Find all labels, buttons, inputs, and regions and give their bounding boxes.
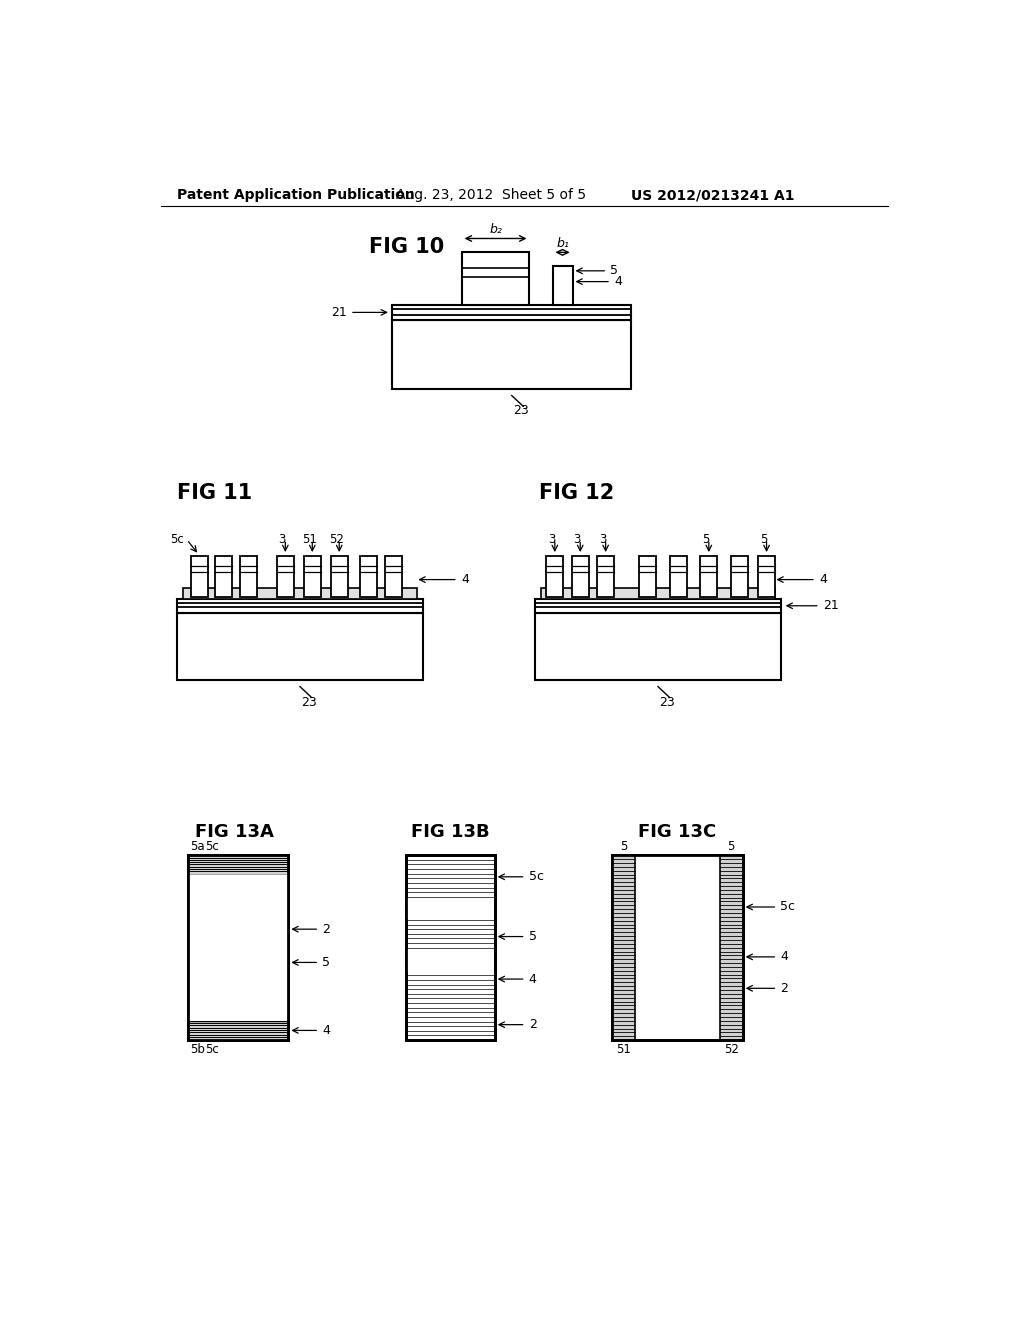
- Bar: [541, 589, 775, 599]
- Text: 5: 5: [760, 533, 767, 546]
- Text: 51: 51: [615, 1043, 631, 1056]
- Bar: [639, 557, 655, 597]
- Bar: [553, 267, 572, 305]
- Bar: [635, 855, 720, 1039]
- Bar: [215, 557, 232, 597]
- Bar: [407, 898, 494, 919]
- Text: 5: 5: [528, 931, 537, 942]
- Text: FIG 13B: FIG 13B: [411, 824, 489, 841]
- Text: FIG 13A: FIG 13A: [196, 824, 274, 841]
- Text: FIG 10: FIG 10: [370, 238, 444, 257]
- Bar: [188, 855, 289, 874]
- Bar: [731, 557, 749, 597]
- Bar: [571, 557, 589, 597]
- Text: 4: 4: [780, 950, 788, 964]
- Text: 23: 23: [513, 404, 528, 417]
- Bar: [700, 557, 717, 597]
- Bar: [392, 321, 631, 389]
- Text: FIG 13C: FIG 13C: [638, 824, 717, 841]
- Bar: [535, 599, 781, 612]
- Text: 5c: 5c: [780, 900, 796, 913]
- Text: 4: 4: [528, 973, 537, 986]
- Bar: [547, 557, 563, 597]
- Text: 2: 2: [323, 923, 330, 936]
- Text: 51: 51: [302, 533, 316, 546]
- Text: 5: 5: [727, 840, 735, 853]
- Text: 3: 3: [573, 533, 581, 546]
- Bar: [758, 557, 775, 597]
- Text: 3: 3: [548, 533, 555, 546]
- Text: b₁: b₁: [556, 236, 569, 249]
- Bar: [535, 612, 781, 681]
- Bar: [407, 855, 495, 1040]
- Text: 5c: 5c: [205, 840, 219, 853]
- Text: 2: 2: [528, 1018, 537, 1031]
- Bar: [304, 557, 321, 597]
- Text: 52: 52: [724, 1043, 738, 1056]
- Text: 21: 21: [331, 306, 347, 319]
- Text: Patent Application Publication: Patent Application Publication: [177, 189, 415, 202]
- Text: 5: 5: [610, 264, 618, 277]
- Bar: [720, 855, 742, 1040]
- Text: US 2012/0213241 A1: US 2012/0213241 A1: [631, 189, 795, 202]
- Bar: [611, 855, 635, 1040]
- Bar: [177, 599, 423, 612]
- Bar: [276, 557, 294, 597]
- Bar: [611, 855, 742, 1040]
- Text: 4: 4: [461, 573, 469, 586]
- Bar: [670, 557, 686, 597]
- Text: Aug. 23, 2012  Sheet 5 of 5: Aug. 23, 2012 Sheet 5 of 5: [396, 189, 587, 202]
- Bar: [385, 557, 401, 597]
- Text: b₂: b₂: [489, 223, 502, 236]
- Text: 23: 23: [659, 696, 675, 709]
- Bar: [240, 557, 257, 597]
- Bar: [190, 557, 208, 597]
- Text: 5b: 5b: [189, 1043, 205, 1056]
- Text: 5c: 5c: [170, 533, 183, 546]
- Bar: [188, 855, 289, 1040]
- Text: 5: 5: [702, 533, 710, 546]
- Text: FIG 11: FIG 11: [177, 483, 252, 503]
- Bar: [188, 1020, 289, 1040]
- Text: 5: 5: [620, 840, 627, 853]
- Text: 5c: 5c: [205, 1043, 219, 1056]
- Text: 23: 23: [301, 696, 317, 709]
- Text: 5: 5: [323, 956, 331, 969]
- Bar: [407, 855, 495, 1040]
- Text: 5c: 5c: [528, 870, 544, 883]
- Text: FIG 12: FIG 12: [539, 483, 614, 503]
- Bar: [407, 950, 494, 972]
- Bar: [177, 612, 423, 681]
- Bar: [597, 557, 614, 597]
- Bar: [331, 557, 348, 597]
- Text: 4: 4: [819, 573, 826, 586]
- Bar: [360, 557, 377, 597]
- Bar: [392, 305, 631, 321]
- Text: 2: 2: [780, 982, 788, 995]
- Text: 21: 21: [823, 599, 839, 612]
- Bar: [611, 855, 635, 1040]
- Bar: [720, 855, 742, 1040]
- Text: 4: 4: [323, 1024, 330, 1038]
- Bar: [188, 855, 289, 1040]
- Text: 5a: 5a: [189, 840, 205, 853]
- Text: 4: 4: [614, 275, 622, 288]
- Bar: [183, 589, 417, 599]
- Text: 3: 3: [599, 533, 606, 546]
- Bar: [611, 855, 742, 1040]
- Text: 52: 52: [329, 533, 344, 546]
- Bar: [462, 252, 529, 305]
- Text: 3: 3: [279, 533, 286, 546]
- Bar: [189, 874, 288, 1020]
